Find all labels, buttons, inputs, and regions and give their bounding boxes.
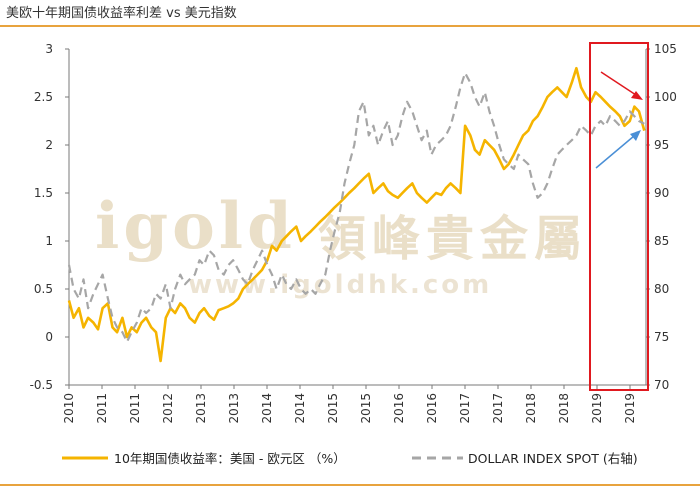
title-divider [0,25,700,27]
x-tick-label: 2017 [458,393,472,424]
x-tick-labels: 2010 2011 2011 2012 2013 2013 2014 2014 2015 2015… [62,385,637,424]
right-y-tick-label: 70 [654,378,669,392]
legend-label-dxy: DOLLAR INDEX SPOT (右轴) [468,451,638,466]
x-tick-label: 2012 [161,393,175,424]
watermark-url: www.igoldhk.com [188,270,492,300]
legend-label-spread: 10年期国债收益率：美国 - 欧元区 （%） [114,451,346,466]
x-tick-label: 2014 [260,393,274,424]
chart-title: 美欧十年期国债收益率利差 vs 美元指数 [6,6,237,21]
watermark-brand-cjk: 領峰貴金屬 [318,211,588,267]
highlight-box [589,42,649,391]
left-y-tick-label: 1.5 [34,186,53,200]
left-y-tick-labels: -0.5 0 0.5 1 1.5 2 2.5 3 [30,42,69,392]
left-y-tick-label: 2 [45,138,53,152]
x-tick-label: 2010 [62,393,76,424]
bottom-divider [0,484,700,486]
x-tick-label: 2016 [425,393,439,424]
series-lines [67,66,646,363]
watermark: igold 領峰貴金屬 www.igoldhk.com [95,189,588,300]
x-tick-label: 2013 [227,393,241,424]
left-y-tick-label: 1 [45,234,53,248]
right-y-tick-label: 75 [654,330,669,344]
x-tick-label: 2011 [95,393,109,424]
left-y-tick-label: 2.5 [34,90,53,104]
series-line-yield-spread [67,66,646,363]
left-y-tick-label: -0.5 [30,378,53,392]
left-y-tick-label: 0.5 [34,282,53,296]
series-line-dollar-index [67,71,645,343]
right-y-tick-label: 85 [654,234,669,248]
legend: 10年期国债收益率：美国 - 欧元区 （%） DOLLAR INDEX SPOT… [62,451,638,466]
x-tick-label: 2019 [623,393,637,424]
x-tick-label: 2013 [194,393,208,424]
x-tick-label: 2011 [128,393,142,424]
up-arrow [595,130,641,169]
right-y-tick-label: 90 [654,186,669,200]
left-y-tick-label: 0 [45,330,53,344]
x-tick-label: 2019 [590,393,604,424]
right-y-tick-labels: 70 75 80 85 90 95 100 105 [646,42,677,392]
right-y-tick-label: 105 [654,42,677,56]
x-tick-label: 2016 [392,393,406,424]
x-tick-label: 2015 [359,393,373,424]
x-tick-label: 2018 [524,393,538,424]
right-y-tick-label: 80 [654,282,669,296]
x-tick-label: 2014 [293,393,307,424]
x-tick-label: 2018 [557,393,571,424]
watermark-brand-latin: igold [95,189,296,264]
right-y-tick-label: 100 [654,90,677,104]
x-tick-label: 2017 [491,393,505,424]
right-y-tick-label: 95 [654,138,669,152]
down-arrow [600,71,643,100]
left-y-tick-label: 3 [45,42,53,56]
x-tick-label: 2015 [326,393,340,424]
